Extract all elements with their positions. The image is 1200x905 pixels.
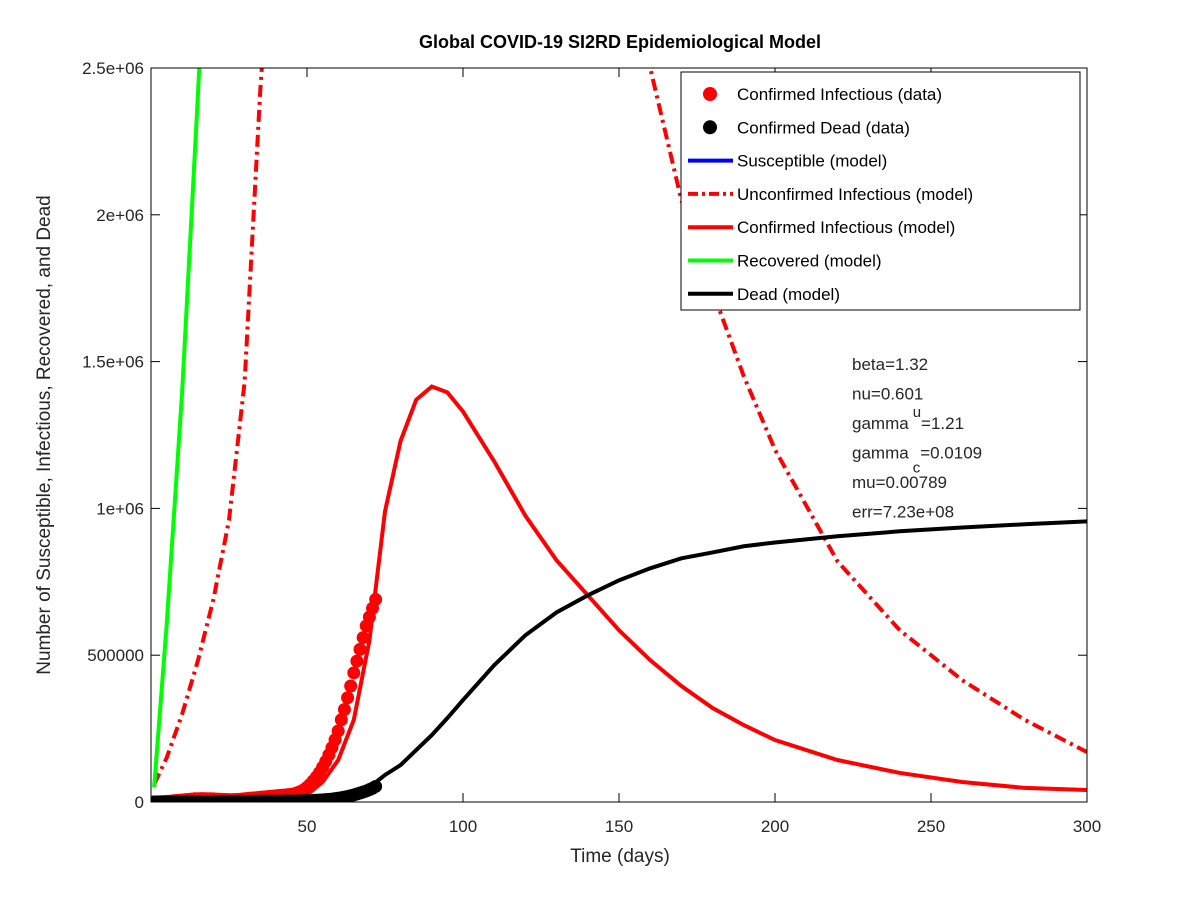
x-tick-label: 300	[1073, 817, 1101, 836]
data-point	[369, 779, 383, 793]
annotation-part: =0.0109	[920, 444, 982, 463]
data-point	[347, 666, 361, 680]
data-point	[369, 592, 383, 606]
annotation: err=7.23e+08	[852, 503, 954, 522]
series-line	[152, 68, 202, 788]
y-tick-label: 500000	[87, 646, 144, 665]
annotation: gammac=0.0109	[852, 444, 982, 477]
x-tick-label: 50	[298, 817, 317, 836]
legend-label: Dead (model)	[737, 285, 840, 304]
x-tick-label: 150	[605, 817, 633, 836]
x-tick-label: 250	[917, 817, 945, 836]
legend-label: Recovered (model)	[737, 252, 882, 271]
legend-label: Susceptible (model)	[737, 152, 887, 171]
x-axis-label: Time (days)	[570, 846, 670, 867]
annotation-subscript: c	[913, 460, 921, 477]
data-point	[331, 724, 345, 738]
y-tick-label: 2e+06	[96, 206, 144, 225]
annotation: gammau=1.21	[852, 404, 964, 433]
annotation-subscript: u	[913, 404, 921, 421]
annotation: nu=0.601	[852, 385, 923, 404]
data-point	[353, 642, 367, 656]
data-point	[337, 703, 351, 717]
legend-label: Confirmed Infectious (data)	[737, 85, 942, 104]
legend: Confirmed Infectious (data) Confirmed Dea…	[680, 71, 1081, 311]
x-tick-label: 200	[761, 817, 789, 836]
legend-label: Confirmed Infectious (model)	[737, 218, 955, 237]
data-point	[334, 713, 348, 727]
chart-title: Global COVID-19 SI2RD Epidemiological Mo…	[419, 32, 821, 52]
legend-marker	[703, 87, 717, 101]
data-point	[350, 654, 364, 668]
y-axis-label: Number of Susceptible, Infectious, Recov…	[34, 195, 55, 675]
annotation-part: gamma	[852, 444, 909, 463]
annotation: beta=1.32	[852, 355, 928, 374]
annotation: mu=0.00789	[852, 473, 947, 492]
y-tick-label: 0	[135, 793, 144, 812]
x-tick-label: 100	[449, 817, 477, 836]
legend-label: Confirmed Dead (data)	[737, 118, 910, 137]
data-point	[341, 691, 355, 705]
data-point	[356, 631, 370, 645]
data-point	[344, 679, 358, 693]
y-tick-label: 2.5e+06	[82, 59, 144, 78]
legend-marker	[703, 120, 717, 135]
annotation-part: =1.21	[921, 414, 964, 433]
annotation-part: gamma	[852, 414, 909, 433]
legend-label: Unconfirmed Infectious (model)	[737, 185, 973, 204]
legend-box	[680, 71, 1081, 311]
y-tick-label: 1e+06	[96, 499, 144, 518]
y-tick-label: 1.5e+06	[82, 353, 144, 372]
